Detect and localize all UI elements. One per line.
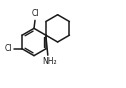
Text: Cl: Cl xyxy=(31,9,39,18)
Text: Cl: Cl xyxy=(5,44,12,53)
Text: NH₂: NH₂ xyxy=(42,57,57,66)
